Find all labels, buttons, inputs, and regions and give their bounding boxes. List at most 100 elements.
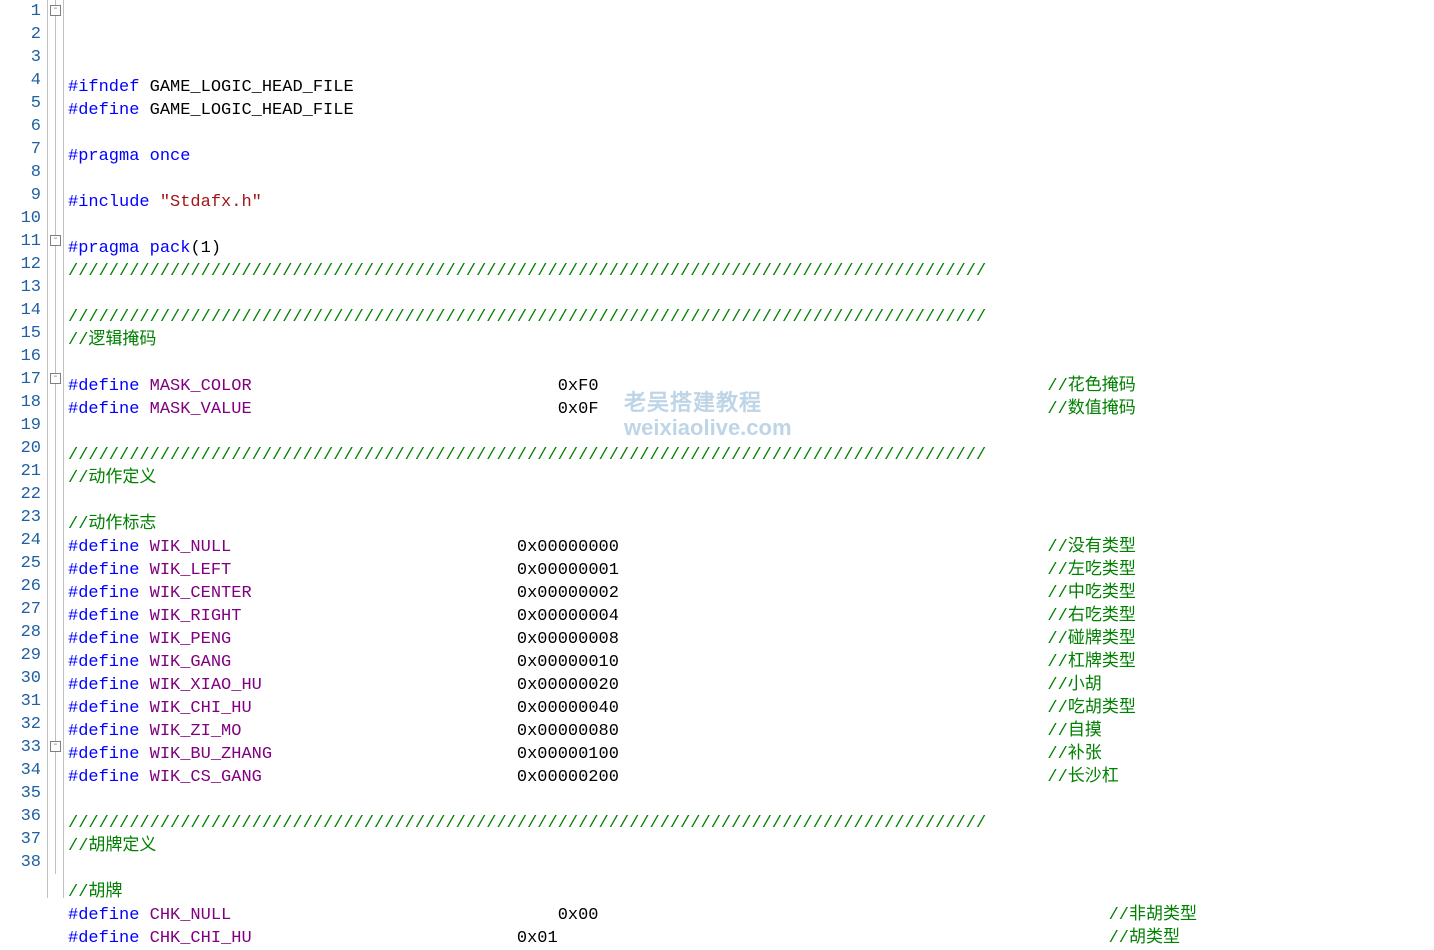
token-pad — [619, 768, 1047, 787]
code-line[interactable]: #define WIK_GANG 0x00000010 //杠牌类型 — [68, 651, 1434, 674]
code-line[interactable]: #define WIK_CS_GANG 0x00000200 //长沙杠 — [68, 766, 1434, 789]
code-line[interactable]: //动作定义 — [68, 467, 1434, 490]
code-line[interactable]: #define MASK_COLOR 0xF0 //花色掩码 — [68, 375, 1434, 398]
token-pad — [231, 561, 517, 580]
line-number: 11 — [0, 230, 41, 253]
code-line[interactable]: #include "Stdafx.h" — [68, 191, 1434, 214]
token-keyword: pack — [150, 239, 191, 258]
line-number: 8 — [0, 161, 41, 184]
token-macro: WIK_CS_GANG — [150, 768, 262, 787]
fold-row — [48, 460, 63, 483]
fold-toggle[interactable]: - — [50, 741, 61, 752]
code-line[interactable]: #define WIK_XIAO_HU 0x00000020 //小胡 — [68, 674, 1434, 697]
code-line[interactable]: //胡牌定义 — [68, 835, 1434, 858]
token-macro: WIK_ZI_MO — [150, 722, 242, 741]
fold-toggle[interactable]: - — [50, 235, 61, 246]
code-line[interactable]: //逻辑掩码 — [68, 329, 1434, 352]
token-comment: //没有类型 — [1047, 538, 1135, 557]
line-number: 5 — [0, 92, 41, 115]
fold-row — [48, 414, 63, 437]
code-line[interactable]: #define WIK_BU_ZHANG 0x00000100 //补张 — [68, 743, 1434, 766]
fold-column[interactable]: - - - - — [48, 0, 64, 898]
token-keyword: #define — [68, 377, 150, 396]
token-number: 0x0F — [558, 400, 599, 419]
code-line[interactable]: ////////////////////////////////////////… — [68, 812, 1434, 835]
code-line[interactable]: #define WIK_CHI_HU 0x00000040 //吃胡类型 — [68, 697, 1434, 720]
code-editor[interactable]: 1234567891011121314151617181920212223242… — [0, 0, 1434, 898]
token-keyword: #define — [68, 699, 150, 718]
code-line[interactable] — [68, 168, 1434, 191]
line-number: 36 — [0, 805, 41, 828]
line-number: 10 — [0, 207, 41, 230]
code-line[interactable] — [68, 214, 1434, 237]
code-line[interactable]: #define WIK_CENTER 0x00000002 //中吃类型 — [68, 582, 1434, 605]
code-line[interactable]: //胡牌 — [68, 881, 1434, 904]
token-comment: //补张 — [1047, 745, 1101, 764]
token-pad — [231, 653, 517, 672]
token-number: 0x00000004 — [517, 607, 619, 626]
token-number: 0x00000100 — [517, 745, 619, 764]
token-pad — [599, 400, 1048, 419]
code-line[interactable] — [68, 858, 1434, 881]
code-line[interactable] — [68, 283, 1434, 306]
fold-row — [48, 437, 63, 460]
code-line[interactable]: #define WIK_RIGHT 0x00000004 //右吃类型 — [68, 605, 1434, 628]
token-pad — [241, 607, 516, 626]
code-line[interactable]: #define WIK_ZI_MO 0x00000080 //自摸 — [68, 720, 1434, 743]
line-number: 25 — [0, 552, 41, 575]
fold-row — [48, 138, 63, 161]
token-keyword: #define — [68, 101, 150, 120]
fold-row — [48, 805, 63, 828]
token-keyword: once — [150, 147, 191, 166]
token-keyword: #define — [68, 653, 150, 672]
token-pad — [619, 699, 1047, 718]
code-line[interactable]: #define CHK_CHI_HU 0x01 //胡类型 — [68, 927, 1434, 950]
line-number: 30 — [0, 667, 41, 690]
code-line[interactable] — [68, 122, 1434, 145]
token-pad — [619, 653, 1047, 672]
code-line[interactable]: #pragma once — [68, 145, 1434, 168]
code-line[interactable] — [68, 421, 1434, 444]
code-line[interactable]: #pragma pack(1) — [68, 237, 1434, 260]
token-macro: CHK_CHI_HU — [150, 929, 252, 948]
token-pad — [231, 630, 517, 649]
token-comment: //碰牌类型 — [1047, 630, 1135, 649]
token-number: 0x01 — [517, 929, 558, 948]
code-line[interactable]: #define WIK_PENG 0x00000008 //碰牌类型 — [68, 628, 1434, 651]
fold-row: - — [48, 230, 63, 253]
code-line[interactable] — [68, 789, 1434, 812]
token-comment: ////////////////////////////////////////… — [68, 262, 986, 281]
token-comment: //胡类型 — [1109, 929, 1180, 948]
code-area[interactable]: 老吴搭建教程 weixiaolive.com #ifndef GAME_LOGI… — [64, 0, 1434, 898]
token-pad — [599, 906, 1109, 925]
code-line[interactable]: #define WIK_NULL 0x00000000 //没有类型 — [68, 536, 1434, 559]
code-line[interactable]: #define WIK_LEFT 0x00000001 //左吃类型 — [68, 559, 1434, 582]
token-comment: //右吃类型 — [1047, 607, 1135, 626]
code-line[interactable]: ////////////////////////////////////////… — [68, 260, 1434, 283]
code-line[interactable] — [68, 490, 1434, 513]
code-line[interactable]: #define CHK_NULL 0x00 //非胡类型 — [68, 904, 1434, 927]
fold-toggle[interactable]: - — [50, 373, 61, 384]
fold-row — [48, 92, 63, 115]
fold-row: - — [48, 736, 63, 759]
code-line[interactable] — [68, 352, 1434, 375]
fold-toggle[interactable]: - — [50, 5, 61, 16]
fold-row — [48, 552, 63, 575]
token-number: 0x00000008 — [517, 630, 619, 649]
fold-row — [48, 828, 63, 851]
line-number: 13 — [0, 276, 41, 299]
token-macro: WIK_XIAO_HU — [150, 676, 262, 695]
code-line[interactable]: #define GAME_LOGIC_HEAD_FILE — [68, 99, 1434, 122]
token-pad — [252, 699, 517, 718]
code-line[interactable]: #define MASK_VALUE 0x0F //数值掩码 — [68, 398, 1434, 421]
code-line[interactable]: ////////////////////////////////////////… — [68, 306, 1434, 329]
code-line[interactable]: //动作标志 — [68, 513, 1434, 536]
token-pad — [252, 929, 517, 948]
fold-row — [48, 759, 63, 782]
code-line[interactable]: #ifndef GAME_LOGIC_HEAD_FILE — [68, 76, 1434, 99]
code-line[interactable]: ////////////////////////////////////////… — [68, 444, 1434, 467]
token-pad — [619, 745, 1047, 764]
token-comment: //花色掩码 — [1047, 377, 1135, 396]
token-keyword: #define — [68, 929, 150, 948]
line-number: 27 — [0, 598, 41, 621]
